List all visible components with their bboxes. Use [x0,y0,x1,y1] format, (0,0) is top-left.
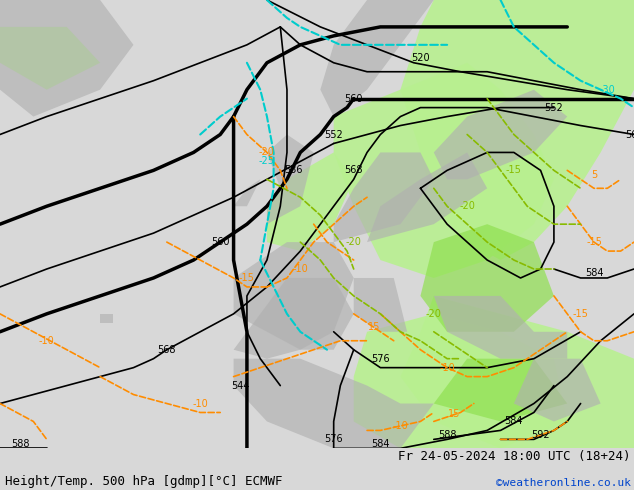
Text: 588: 588 [438,430,456,440]
Text: -10: -10 [192,398,208,409]
Text: 536: 536 [285,165,303,175]
Text: -25: -25 [259,156,275,167]
Text: -10: -10 [292,264,308,274]
Polygon shape [0,0,134,117]
Polygon shape [0,0,634,448]
Text: 592: 592 [531,430,550,440]
Text: 568: 568 [344,165,363,175]
Polygon shape [320,0,434,117]
Text: 560: 560 [344,94,363,104]
Text: -10: -10 [439,363,455,373]
Text: 588: 588 [11,439,29,449]
Text: Height/Temp. 500 hPa [gdmp][°C] ECMWF: Height/Temp. 500 hPa [gdmp][°C] ECMWF [5,474,283,488]
Polygon shape [401,0,634,260]
Polygon shape [267,135,314,224]
Polygon shape [354,314,567,448]
Text: -30: -30 [599,85,615,95]
Text: 576: 576 [325,434,343,444]
Polygon shape [267,152,354,251]
Text: -20: -20 [346,237,361,247]
Polygon shape [233,179,261,206]
Polygon shape [514,359,600,421]
Text: -20: -20 [459,201,475,211]
Text: 15: 15 [448,409,460,419]
Text: -15: -15 [586,237,602,247]
Text: -10: -10 [39,336,55,346]
Polygon shape [434,296,567,359]
Polygon shape [233,359,434,448]
Text: 5: 5 [591,170,597,180]
Text: 560: 560 [211,237,230,247]
Polygon shape [434,359,567,421]
Polygon shape [401,296,634,448]
Polygon shape [333,152,434,242]
Text: 576: 576 [371,354,390,364]
Text: 584: 584 [505,416,523,426]
Text: Fr 24-05-2024 18:00 UTC (18+24): Fr 24-05-2024 18:00 UTC (18+24) [398,450,631,463]
Polygon shape [333,63,554,278]
Text: 584: 584 [371,439,390,449]
Text: 520: 520 [411,53,430,63]
Text: ©weatheronline.co.uk: ©weatheronline.co.uk [496,478,631,488]
Polygon shape [354,278,407,332]
Text: -20: -20 [426,309,442,319]
Text: 568: 568 [624,129,634,140]
Text: 544: 544 [231,381,250,391]
Text: -10: -10 [392,421,408,431]
Text: -15: -15 [573,309,588,319]
Polygon shape [367,152,487,242]
Text: 552: 552 [545,102,563,113]
Polygon shape [434,90,567,179]
Polygon shape [233,242,354,350]
Polygon shape [233,278,354,359]
Polygon shape [420,224,554,332]
Text: 568: 568 [158,344,176,355]
Polygon shape [100,314,113,323]
Text: 552: 552 [325,129,343,140]
Polygon shape [0,27,100,90]
Text: 584: 584 [585,269,603,278]
Text: 15: 15 [368,322,380,332]
Text: -20: -20 [259,147,275,157]
Text: -15: -15 [239,273,255,283]
Text: -15: -15 [506,165,522,175]
